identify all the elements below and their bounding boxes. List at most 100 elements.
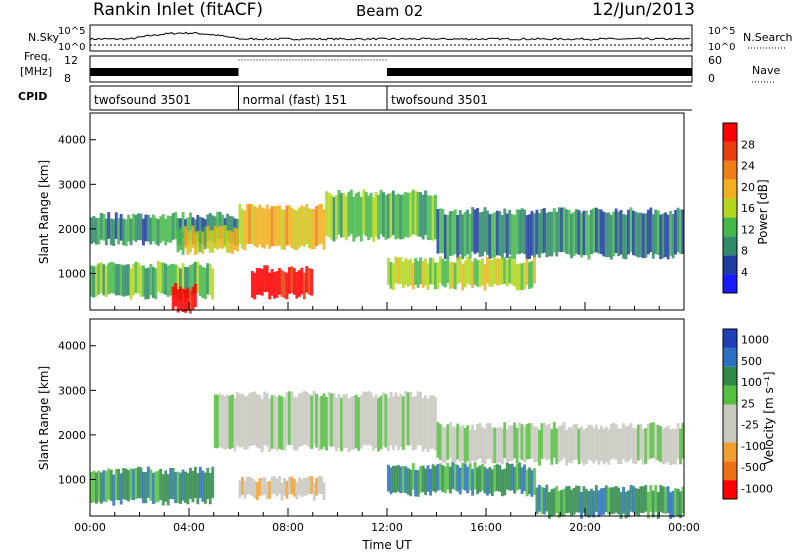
colorbar-tick-label: 500 — [741, 355, 762, 368]
heatmap-cell — [169, 216, 173, 243]
heatmap-cell — [481, 211, 484, 257]
colorbar-swatch — [723, 198, 737, 218]
heatmap-cell — [530, 422, 534, 459]
heatmap-cell — [446, 463, 450, 490]
heatmap-cell — [122, 468, 126, 500]
colorbar-tick-label: 1000 — [741, 334, 769, 347]
heatmap-cell — [320, 203, 324, 244]
colorbar-swatch — [723, 217, 737, 237]
heatmap-cell — [389, 467, 393, 495]
heatmap-cell — [107, 468, 111, 500]
heatmap-cell — [404, 258, 408, 285]
heatmap-cell — [290, 391, 294, 446]
heatmap-cell — [179, 227, 182, 251]
heatmap-cell — [641, 429, 645, 465]
heatmap-cell — [327, 392, 331, 446]
heatmap-cell — [463, 427, 467, 464]
heatmap-cell — [575, 485, 578, 513]
heatmap-cell — [508, 256, 512, 284]
heatmap-cell — [409, 192, 413, 237]
nave-tick-top: 60 — [708, 54, 722, 67]
heatmap-cell — [439, 424, 442, 460]
heatmap-cell — [540, 209, 544, 254]
heatmap-cell — [416, 192, 420, 237]
heatmap-cell — [278, 205, 281, 246]
heatmap-cell — [114, 264, 118, 296]
heatmap-cell — [340, 397, 343, 452]
heatmap-cell — [505, 429, 509, 465]
heatmap-cell — [540, 423, 544, 459]
heatmap-cell — [585, 210, 588, 256]
heatmap-cell — [538, 213, 541, 258]
colorbar-swatch — [723, 236, 737, 256]
heatmap-cell — [151, 266, 155, 299]
nave-tick-bottom: 0 — [708, 72, 715, 85]
heatmap-cell — [305, 203, 309, 244]
heatmap-cell — [248, 476, 252, 495]
heatmap-cell — [525, 258, 529, 286]
x-tick-label: 00:00 — [668, 521, 700, 534]
heatmap-cell — [399, 257, 403, 284]
heatmap-cell — [624, 214, 628, 260]
heatmap-cell — [436, 464, 440, 491]
cpid-label: CPID — [18, 90, 47, 103]
heatmap-cell — [112, 219, 116, 246]
heatmap-cell — [411, 463, 415, 490]
heatmap-cell — [466, 209, 470, 255]
heatmap-cell — [203, 472, 207, 504]
heatmap-cell — [674, 428, 677, 465]
heatmap-cell — [193, 261, 197, 293]
heatmap-cell — [406, 468, 410, 495]
heatmap-cell — [305, 392, 309, 446]
heatmap-cell — [129, 218, 133, 246]
heatmap-cell — [337, 190, 341, 235]
heatmap-cell — [664, 487, 668, 514]
heatmap-cell — [458, 210, 462, 255]
heatmap-cell — [191, 286, 195, 310]
heatmap-cell — [283, 209, 286, 250]
heatmap-cell — [332, 393, 336, 447]
heatmap-cell — [560, 424, 564, 461]
colorbar-tick-label: -25 — [741, 419, 759, 432]
heatmap-cell — [265, 265, 269, 292]
heatmap-cell — [439, 256, 442, 283]
power-x-ticks — [89, 302, 685, 310]
heatmap-cell — [498, 426, 502, 463]
heatmap-cell — [300, 392, 304, 446]
heatmap-cell — [500, 215, 504, 260]
heatmap-cell — [122, 265, 126, 297]
heatmap-cell — [102, 264, 106, 296]
power-y-ticks: 1000 2000 3000 4000 — [58, 134, 96, 280]
heatmap-cell — [617, 487, 621, 515]
heatmap-cell — [587, 424, 591, 461]
heatmap-cell — [649, 207, 653, 253]
heatmap-cell — [602, 211, 606, 257]
heatmap-cell — [508, 464, 512, 491]
heatmap-cell — [575, 423, 578, 460]
heatmap-cell — [540, 487, 544, 514]
noise-tick-bottom-left: 10^0 — [58, 42, 85, 53]
heatmap-cell — [441, 259, 445, 286]
heatmap-cell — [597, 429, 601, 465]
heatmap-cell — [146, 466, 150, 498]
heatmap-cell — [320, 395, 324, 450]
heatmap-cell — [260, 268, 264, 296]
heatmap-cell — [208, 230, 212, 253]
heatmap-cell — [236, 392, 239, 446]
heatmap-cell — [317, 397, 321, 451]
heatmap-cell — [109, 218, 113, 246]
heatmap-cell — [92, 266, 96, 298]
heatmap-cell — [421, 398, 425, 452]
heatmap-cell — [414, 396, 418, 450]
heatmap-cell — [119, 473, 123, 505]
heatmap-cell — [189, 467, 192, 499]
heatmap-cell — [211, 268, 215, 300]
heatmap-cell — [275, 478, 279, 497]
heatmap-cell — [169, 264, 173, 296]
heatmap-cell — [255, 482, 259, 500]
heatmap-cell — [233, 227, 237, 250]
heatmap-cell — [463, 463, 467, 491]
heatmap-cell — [582, 210, 586, 256]
heatmap-cell — [523, 262, 526, 290]
heatmap-cell — [669, 429, 672, 465]
